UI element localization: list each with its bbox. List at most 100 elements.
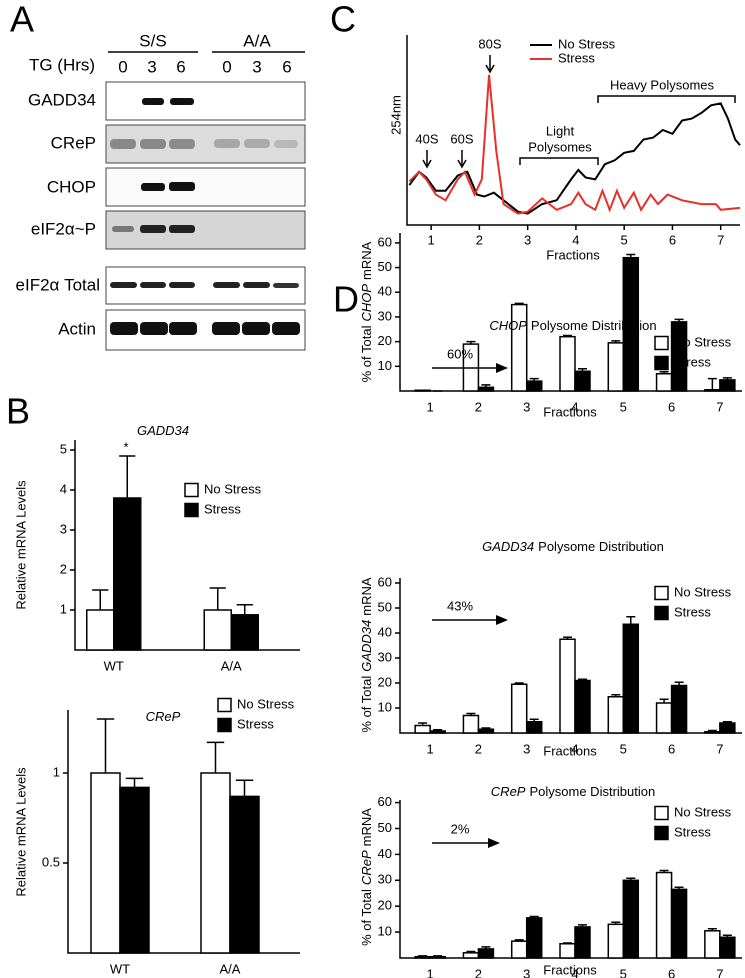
y-tick-label: 30 (378, 872, 392, 887)
y-axis-label: Relative mRNA Levels (13, 480, 28, 610)
x-tick-label: 5 (620, 399, 627, 414)
chart-title: CReP Polysome Distribution (491, 784, 655, 799)
bar (655, 372, 673, 392)
legend-label: No Stress (204, 481, 262, 496)
band (242, 322, 270, 335)
bar (622, 879, 640, 959)
error-bar (514, 939, 524, 942)
panel-label: A (10, 0, 34, 40)
error-bar (481, 384, 491, 388)
y-tick-label: 1 (60, 601, 67, 616)
chart-title-part: Polysome Distribution (529, 784, 655, 799)
error-bar (92, 589, 109, 610)
bar (607, 696, 625, 734)
error-bar (514, 682, 524, 685)
x-tick-label: 7 (716, 399, 723, 414)
error-bar (626, 253, 636, 258)
chart-title-part: GADD34 (482, 539, 534, 554)
bar (462, 952, 480, 959)
y-axis-label-part: % of Total (359, 325, 374, 382)
legend-swatch (184, 482, 199, 498)
annotation: 40S (415, 131, 438, 146)
band (140, 322, 168, 335)
band (272, 322, 300, 335)
x-tick-label: 5 (620, 966, 627, 978)
bar (574, 679, 591, 734)
bar (510, 683, 528, 734)
error-bar (236, 604, 253, 615)
bar (607, 923, 625, 959)
band (274, 140, 298, 148)
error-bar (563, 636, 572, 640)
x-tick-label: 6 (668, 741, 675, 756)
x-axis-label: Fractions (543, 962, 597, 977)
annotation: * (123, 439, 128, 454)
bar (203, 609, 232, 651)
bar (525, 380, 543, 392)
chart-title: CHOP Polysome Distribution (489, 318, 656, 333)
error-bar (209, 587, 226, 610)
x-tick-label: 6 (669, 232, 676, 247)
row-label: CHOP (47, 177, 96, 196)
bar (559, 638, 576, 734)
arrow-head (496, 363, 508, 373)
error-bar (119, 455, 136, 498)
error-bar (418, 955, 428, 957)
y-tick-label: 60 (378, 574, 392, 589)
band (140, 139, 166, 149)
band (244, 139, 270, 148)
x-tick-label: 3 (523, 399, 530, 414)
x-tick-label: 1 (427, 966, 434, 978)
error-bar (481, 727, 491, 730)
y-axis-label: 254nm (388, 95, 403, 135)
bar (477, 728, 495, 734)
error-bar (433, 729, 443, 731)
y-tick-label: 60 (378, 794, 392, 809)
y-tick-label: 30 (378, 308, 392, 323)
y-tick-label: 3 (60, 521, 67, 536)
legend-swatch (654, 335, 669, 351)
error-bar (707, 377, 717, 390)
y-axis-label: % of Total CReP mRNA (359, 808, 374, 946)
legend-swatch (654, 605, 669, 621)
bar (414, 724, 431, 734)
error-bar (674, 886, 684, 890)
row-label: GADD34 (28, 90, 96, 109)
bar (719, 936, 736, 959)
bar (525, 917, 543, 959)
bar (559, 335, 576, 392)
row-label: eIF2α Total (16, 275, 100, 294)
bar (559, 943, 576, 959)
error-bar (659, 869, 669, 873)
timepoint: 0 (222, 57, 231, 76)
y-tick-label: 2 (60, 561, 67, 576)
chart-title: GADD34 (137, 423, 189, 438)
error-bar (529, 718, 539, 722)
band (273, 283, 299, 288)
error-bar (626, 616, 636, 625)
x-tick-label: 6 (668, 966, 675, 978)
chart-title-part: Polysome Distribution (531, 318, 657, 333)
y-axis-label-part: mRNA (359, 577, 374, 616)
arrow-head (496, 615, 508, 625)
x-tick-label: 2 (475, 741, 482, 756)
error-bar (722, 721, 732, 723)
error-bar (674, 318, 684, 322)
bar (622, 623, 640, 734)
bar (704, 930, 721, 959)
legend-label: No Stress (558, 36, 616, 51)
error-bar (466, 340, 476, 345)
legend-label: Stress (674, 824, 711, 839)
legend-swatch (654, 585, 669, 601)
y-tick-label: 5 (60, 441, 67, 456)
x-tick-label: 1 (427, 741, 434, 756)
annotation: 2% (451, 821, 470, 836)
x-tick-label: 7 (716, 966, 723, 978)
y-tick-label: 10 (378, 699, 392, 714)
y-tick-label: 40 (378, 284, 392, 299)
x-tick-label: 7 (716, 741, 723, 756)
blot: S/S A/A TG (Hrs) 0 3 6 0 3 6 GADD34 CReP… (16, 31, 306, 351)
y-axis-label-part: % of Total (359, 676, 374, 733)
y-tick-label: 10 (378, 924, 392, 939)
bar (429, 730, 446, 734)
